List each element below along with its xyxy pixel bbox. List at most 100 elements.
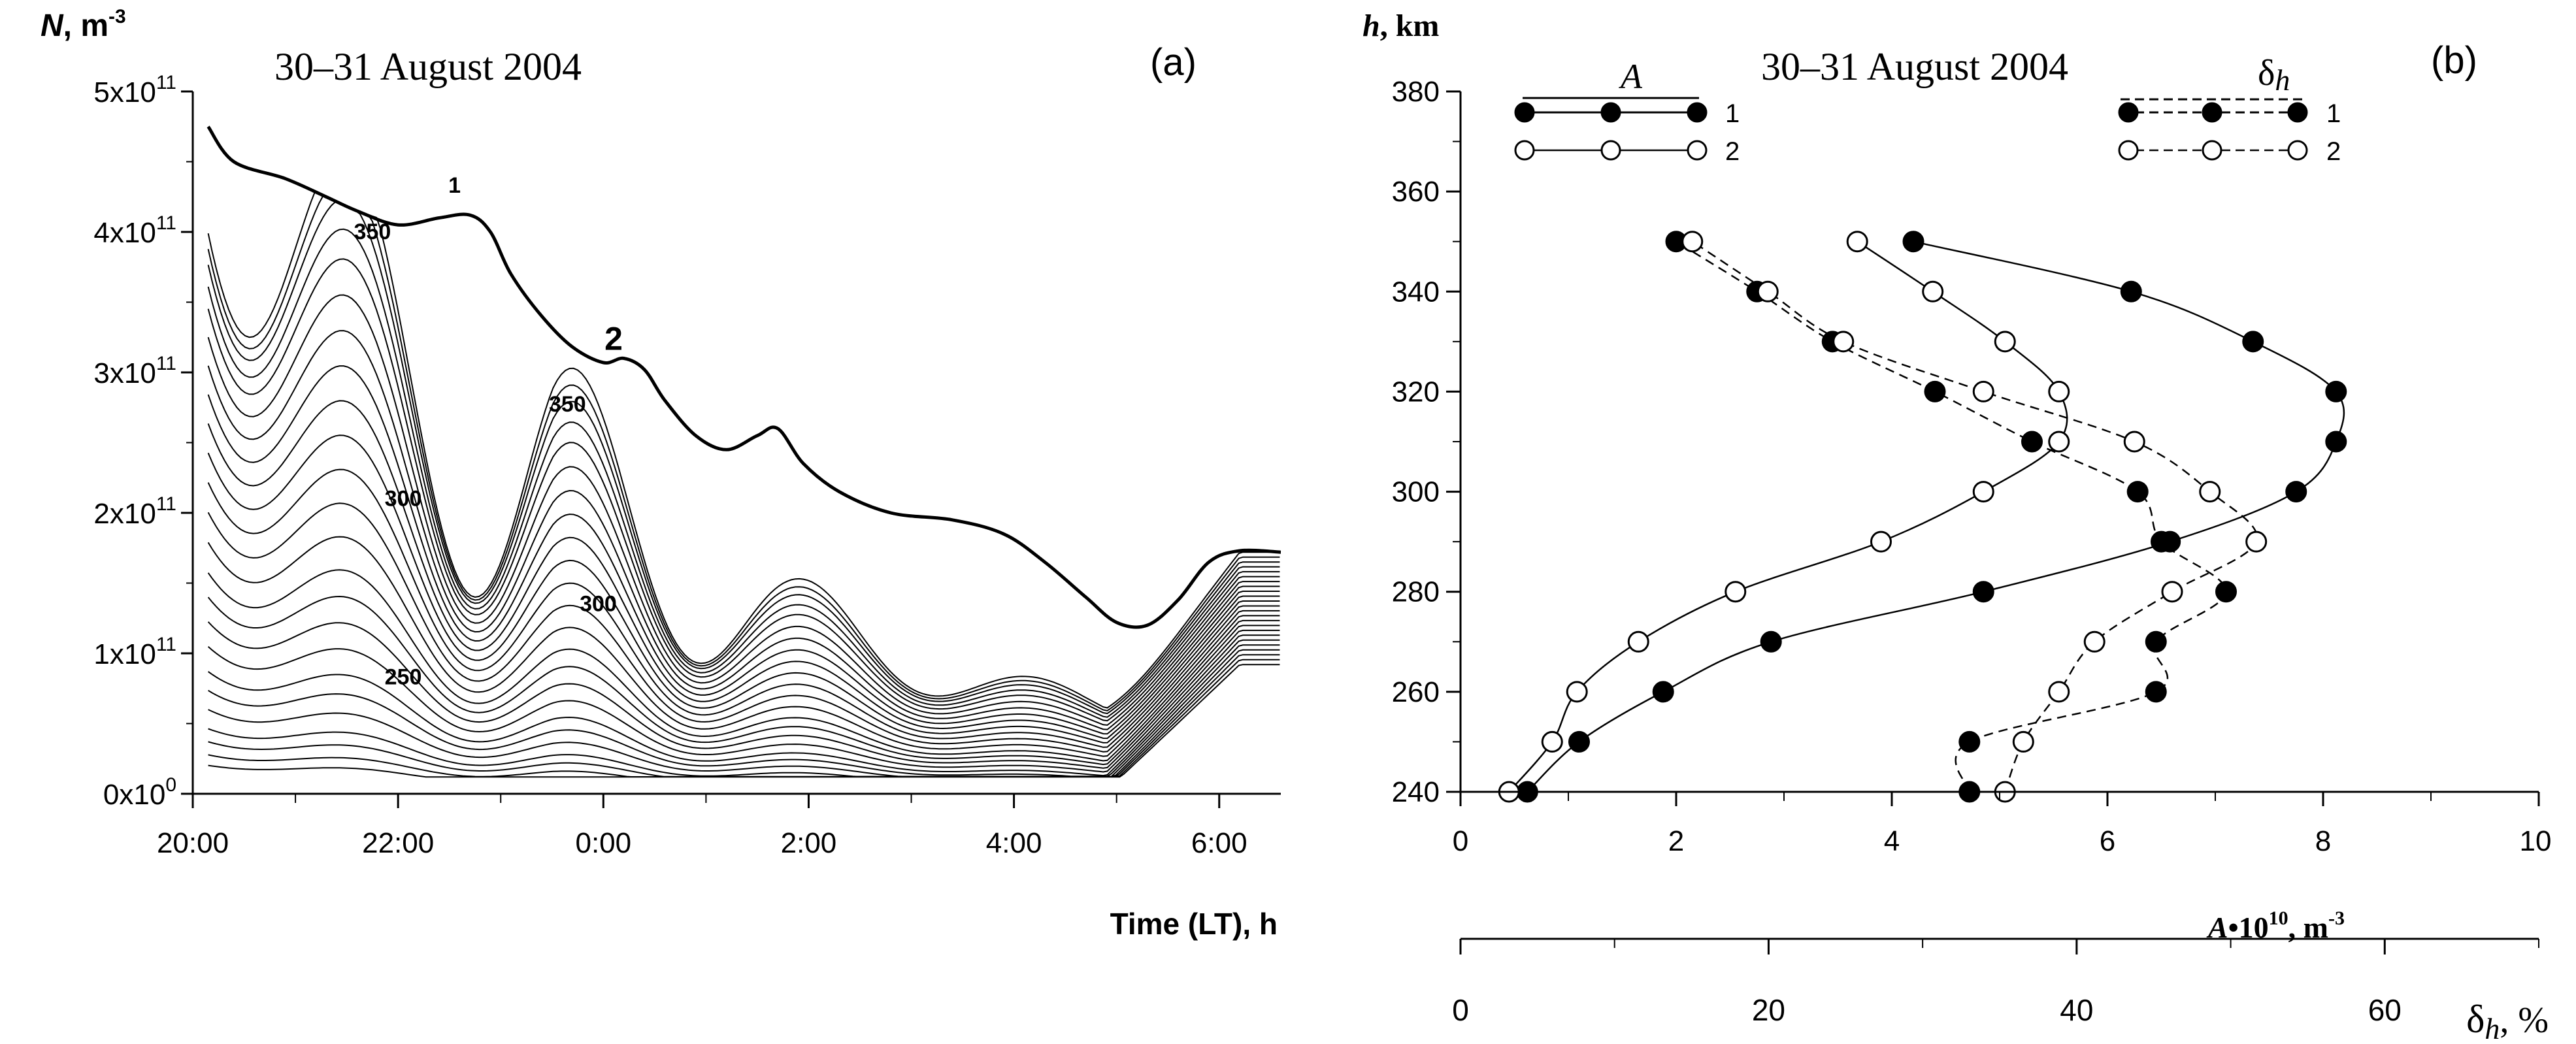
panel-b-y-tick-label: 260 xyxy=(1392,676,1440,708)
panel-b-data-point xyxy=(1681,231,1704,253)
legend-A1-marker xyxy=(1514,102,1535,123)
legend-dh2-marker xyxy=(2118,140,2139,161)
panel-a-y-tick-label: 5x1011 xyxy=(93,72,176,108)
legend-dh1-label: 1 xyxy=(2326,99,2341,128)
panel-b-data-point xyxy=(2161,581,2183,603)
panel-b-y-label: h, km xyxy=(1362,8,1439,43)
legend-A2-marker xyxy=(1687,140,1708,161)
panel-a-y-ticks: 0x100 1x1011 2x1011 3x1011 4x1011 5x1011 xyxy=(93,72,193,811)
panel-a-density-curve xyxy=(207,502,1280,753)
panel-b-A-tick-label: 0 xyxy=(1453,825,1468,857)
panel-a-density-curve xyxy=(207,569,1280,762)
panel-b-data-point xyxy=(2199,481,2221,503)
panel-b-data-point xyxy=(2048,380,2070,402)
panel-a-density-curve xyxy=(207,201,1280,715)
legend-dh1-marker xyxy=(2118,102,2139,123)
panel-a-density-curve xyxy=(207,228,1280,718)
panel-a-y-tick-label: 4x1011 xyxy=(93,212,176,249)
panel-a-y-label: N, m-3 xyxy=(41,6,126,43)
panel-a-density-curve xyxy=(207,621,1280,769)
panel-a-density-curve xyxy=(208,664,1280,778)
panel-a-curve-labels: 1 350 2 350 300 300 250 xyxy=(354,173,623,690)
panel-b-A-axis-label: A•1010, m-3 xyxy=(2206,907,2345,944)
panel-b-data-point xyxy=(2215,581,2237,603)
panel-b-tag: (b) xyxy=(2431,39,2477,82)
panel-b-data-point xyxy=(2120,280,2142,302)
panel-b-A-tick-label: 2 xyxy=(1668,825,1684,857)
panel-b-data-point xyxy=(2123,431,2145,453)
panel-b-y-tick-label: 380 xyxy=(1392,76,1440,108)
panel-b-data-point xyxy=(1902,231,1924,253)
panel-b-profile-plot: h, km 30–31 August 2004 (b) A δh 1 2 1 xyxy=(1362,8,2551,1044)
panel-b-data-point xyxy=(2151,530,2172,553)
panel-a-curve-label: 300 xyxy=(580,592,617,617)
panel-a-density-curve xyxy=(207,258,1280,722)
panel-b-data-point xyxy=(1725,581,1747,603)
panel-a-x-tick-label: 4:00 xyxy=(986,827,1042,859)
panel-a-x-tick-label: 6:00 xyxy=(1191,827,1247,859)
panel-a-envelope-curve xyxy=(206,125,1281,629)
panel-a-density-curve xyxy=(207,536,1280,757)
panel-a-x-tick-label: 22:00 xyxy=(362,827,434,859)
panel-b-data-point xyxy=(1757,280,1779,302)
panel-b-dh-tick-label: 0 xyxy=(1452,993,1469,1027)
legend-dh1-marker xyxy=(2202,102,2222,123)
panel-b-data-point xyxy=(2021,431,2043,453)
legend-dh2-marker xyxy=(2287,140,2308,161)
panel-a-curve-label: 250 xyxy=(385,664,422,689)
panel-b-series-line xyxy=(1692,240,2258,792)
panel-a-density-curve xyxy=(207,595,1280,766)
panel-b-data-point xyxy=(1627,630,1649,653)
panel-a-x-label: Time (LT), h xyxy=(1110,907,1278,941)
panel-b-data-point xyxy=(1566,681,1588,703)
panel-b-data-point xyxy=(2325,380,2347,402)
panel-a-density-curve xyxy=(207,400,1280,740)
panel-b-data-point xyxy=(2325,431,2347,453)
panel-a-tag: (a) xyxy=(1150,41,1197,84)
panel-b-y-tick-label: 280 xyxy=(1392,576,1440,608)
panel-a-x-tick-label: 20:00 xyxy=(157,827,229,859)
panel-b-dh-axis-label: δh, % xyxy=(2466,998,2549,1044)
panel-a-density-curve xyxy=(207,294,1280,726)
legend-A-header: A xyxy=(1619,57,1643,96)
panel-b-data-point xyxy=(2245,530,2268,553)
panel-a-density-curve xyxy=(208,634,1280,777)
legend-dh1-marker xyxy=(2287,102,2308,123)
legend-dh2-marker xyxy=(2202,140,2222,161)
panel-b-data-point xyxy=(1922,280,1944,302)
panel-a-y-tick-label: 1x1011 xyxy=(93,634,176,670)
panel-b-data-point xyxy=(1958,730,1981,753)
panel-b-y-tick-label: 360 xyxy=(1392,176,1440,208)
legend-A2-marker xyxy=(1600,140,1621,161)
panel-b-A-tick-label: 10 xyxy=(2520,825,2552,857)
panel-b-title: 30–31 August 2004 xyxy=(1761,45,2068,88)
panel-a-density-plot: N, m-3 30–31 August 2004 (a) 1 350 2 350 300… xyxy=(41,6,1281,941)
panel-b-series xyxy=(1498,231,2347,803)
panel-a-title: 30–31 August 2004 xyxy=(274,45,582,88)
panel-b-dh-tick-label: 60 xyxy=(2368,993,2402,1027)
panel-b-data-point xyxy=(1760,630,1782,653)
panel-b-data-point xyxy=(1870,530,1892,553)
panel-b-dh-axis-ticks: 0 20 40 60 xyxy=(1452,939,2539,1027)
panel-a-density-curves xyxy=(207,191,1280,778)
panel-b-data-point xyxy=(1541,730,1563,753)
panel-b-series-line xyxy=(1508,240,2068,792)
panel-b-y-tick-label: 240 xyxy=(1392,776,1440,808)
panel-a-density-curve xyxy=(207,629,1280,773)
panel-b-dh-tick-label: 20 xyxy=(1752,993,1785,1027)
panel-a-density-curve xyxy=(207,365,1280,735)
panel-a-x-tick-label: 0:00 xyxy=(575,827,631,859)
panel-a-x-ticks: 20:00 22:00 0:00 2:00 4:00 6:00 xyxy=(157,794,1247,859)
legend-dh2-label: 2 xyxy=(2326,137,2341,166)
panel-a-density-curve xyxy=(207,468,1280,748)
panel-b-data-point xyxy=(1924,380,1946,402)
panel-a-density-curve xyxy=(207,191,1280,709)
panel-a-x-tick-label: 2:00 xyxy=(781,827,837,859)
legend-dh-header: δh xyxy=(2258,53,2290,97)
panel-a-density-curve xyxy=(207,330,1280,730)
legend-A1-label: 1 xyxy=(1725,99,1740,128)
panel-b-data-point xyxy=(2048,431,2070,453)
panel-a-curve-label: 2 xyxy=(604,321,623,357)
panel-b-y-tick-label: 320 xyxy=(1392,376,1440,408)
